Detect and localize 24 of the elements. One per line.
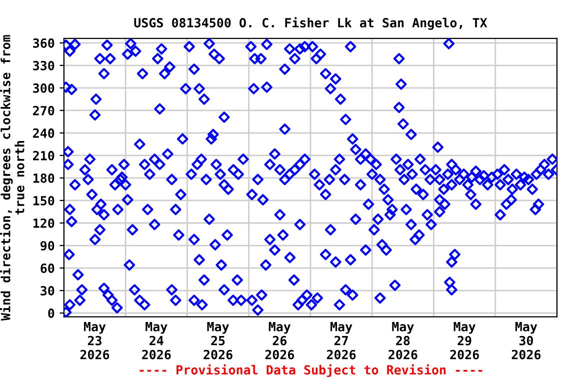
y-tick-label: 360 — [33, 38, 54, 48]
chart-title: USGS 08134500 O. C. Fisher Lk at San Angelo, TX — [134, 17, 488, 30]
x-tick-label: May 25 2026 — [204, 322, 232, 360]
x-tick-label: May 23 2026 — [80, 322, 110, 360]
x-tick-label: May 26 2026 — [265, 322, 294, 360]
y-tick-label: 180 — [33, 173, 54, 183]
x-tick-label: May 27 2026 — [326, 322, 356, 360]
y-tick-label: 330 — [33, 60, 54, 70]
text: ---- Provisional Data Subject to Revision ---- — [140, 364, 482, 377]
y-tick-label: 300 — [33, 83, 54, 93]
x-tick-label: May 30 2026 — [512, 322, 541, 360]
x-tick-label: May 24 2026 — [142, 322, 171, 360]
y-tick-label: 0 — [48, 308, 54, 318]
x-tick-label: May 28 2026 — [388, 322, 418, 360]
x-tick-label: May 29 2026 — [450, 322, 479, 360]
y-tick-label: 240 — [33, 128, 54, 138]
y-tick-label: 90 — [40, 240, 54, 250]
y-tick-label: 60 — [40, 263, 54, 273]
y-tick-label: 270 — [33, 106, 54, 116]
y-axis-title: Wind direction, degrees clockwise from true north — [0, 35, 24, 321]
y-tick-label: 30 — [40, 286, 54, 296]
y-tick-label: 120 — [33, 218, 54, 228]
y-tick-label: 210 — [33, 150, 54, 160]
y-tick-label: 150 — [33, 196, 54, 206]
